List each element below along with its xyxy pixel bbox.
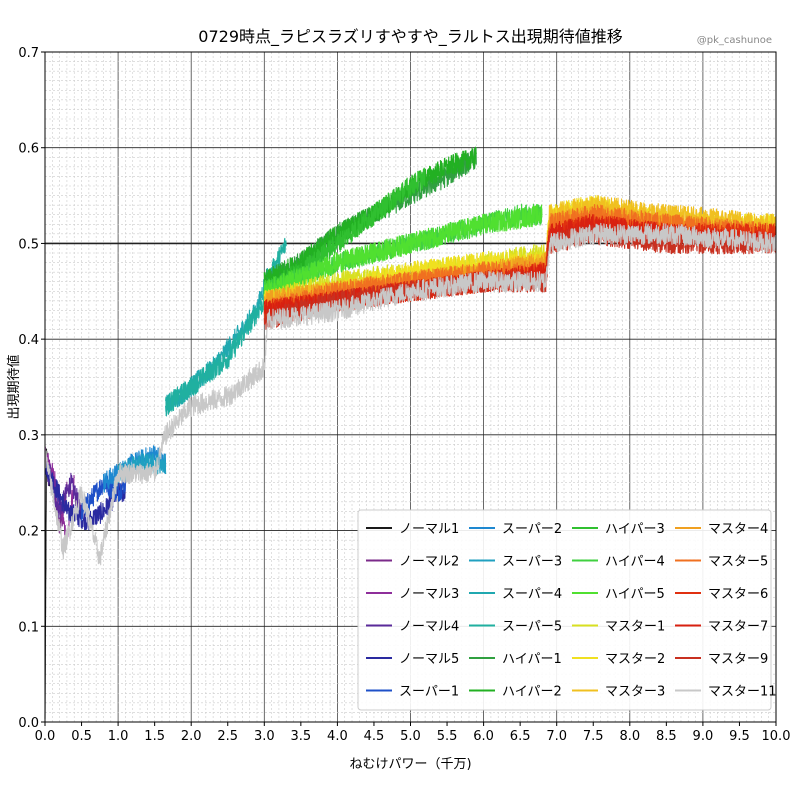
y-tick-label: 0.6: [18, 142, 39, 157]
legend-label: スーパー4: [502, 587, 562, 602]
x-tick-label: 9.5: [729, 729, 750, 744]
x-tick-label: 0.0: [35, 729, 56, 744]
legend-label: スーパー2: [502, 522, 562, 537]
x-tick-label: 9.0: [693, 729, 714, 744]
legend-label: ハイパー5: [605, 587, 665, 602]
x-axis-label: ねむけパワー（千万): [349, 757, 471, 772]
x-tick-label: 2.5: [217, 729, 238, 744]
legend-label: スーパー1: [399, 685, 459, 700]
series-line-13: [263, 167, 426, 301]
legend-label: ハイパー4: [605, 555, 665, 570]
legend-label: ノーマル4: [399, 620, 459, 635]
legend-box: [357, 509, 772, 711]
x-tick-label: 8.5: [656, 729, 677, 744]
series-line-24: [44, 222, 777, 566]
x-tick-label: 10.0: [762, 729, 791, 744]
legend-label: マスター9: [708, 652, 768, 667]
legend-label: ハイパー3: [605, 522, 665, 537]
x-tick-label: 1.0: [108, 729, 129, 744]
legend-label: マスター3: [605, 685, 665, 700]
legend-label: マスター5: [708, 555, 768, 570]
legend-label: ノーマル1: [399, 522, 459, 537]
legend-label: マスター7: [708, 620, 768, 635]
legend-label: スーパー5: [502, 620, 562, 635]
series-lines: [44, 146, 777, 719]
legend-label: ノーマル3: [399, 587, 459, 602]
y-tick-label: 0.3: [18, 429, 39, 444]
legend-label: マスター11: [708, 685, 777, 700]
series-line-15: [263, 204, 543, 301]
y-tick-label: 0.0: [18, 716, 39, 731]
legend-label: マスター2: [605, 652, 665, 667]
chart-title: 0729時点_ラピスラズリすやすや_ラルトス出現期待値推移: [198, 27, 622, 47]
legend-label: ノーマル2: [399, 555, 459, 570]
x-tick-label: 3.5: [291, 729, 312, 744]
y-axis-label: 出現期待値: [6, 354, 22, 419]
watermark: @pk_cashunoe: [697, 35, 772, 46]
x-tick-label: 4.0: [327, 729, 348, 744]
x-tick-label: 7.0: [546, 729, 567, 744]
y-tick-label: 0.4: [18, 333, 39, 348]
x-tick-label: 6.0: [473, 729, 494, 744]
x-tick-label: 1.5: [144, 729, 165, 744]
legend: ノーマル1 ノーマル2 ノーマル3 ノーマル4 ノーマル5 スーパー1 スーパー2 スーパー3…: [357, 509, 777, 711]
legend-label: マスター1: [605, 620, 665, 635]
x-tick-label: 4.5: [364, 729, 385, 744]
legend-label: スーパー3: [502, 555, 562, 570]
x-tick-label: 7.5: [583, 729, 604, 744]
y-tick-label: 0.2: [18, 525, 39, 540]
y-tick-label: 0.5: [18, 237, 39, 252]
legend-label: マスター4: [708, 522, 768, 537]
y-tick-label: 0.7: [18, 46, 39, 61]
y-tick-label: 0.1: [18, 620, 39, 635]
x-tick-label: 2.0: [181, 729, 202, 744]
legend-label: ハイパー2: [502, 685, 562, 700]
x-tick-label: 8.0: [619, 729, 640, 744]
x-tick-label: 5.0: [400, 729, 421, 744]
x-tick-label: 6.5: [510, 729, 531, 744]
x-tick-label: 3.0: [254, 729, 275, 744]
axis-ticks: 0.0 0.5 1.0 1.5 2.0 2.5 3.0 3.5 4.0 4.5 5.0 5.5 6.0 6…: [18, 46, 790, 744]
legend-label: ハイパー1: [502, 652, 562, 667]
series-line-12: [263, 146, 477, 291]
x-tick-label: 0.5: [71, 729, 92, 744]
x-tick-label: 5.5: [437, 729, 458, 744]
legend-label: マスター6: [708, 587, 768, 602]
legend-label: ノーマル5: [399, 652, 459, 667]
